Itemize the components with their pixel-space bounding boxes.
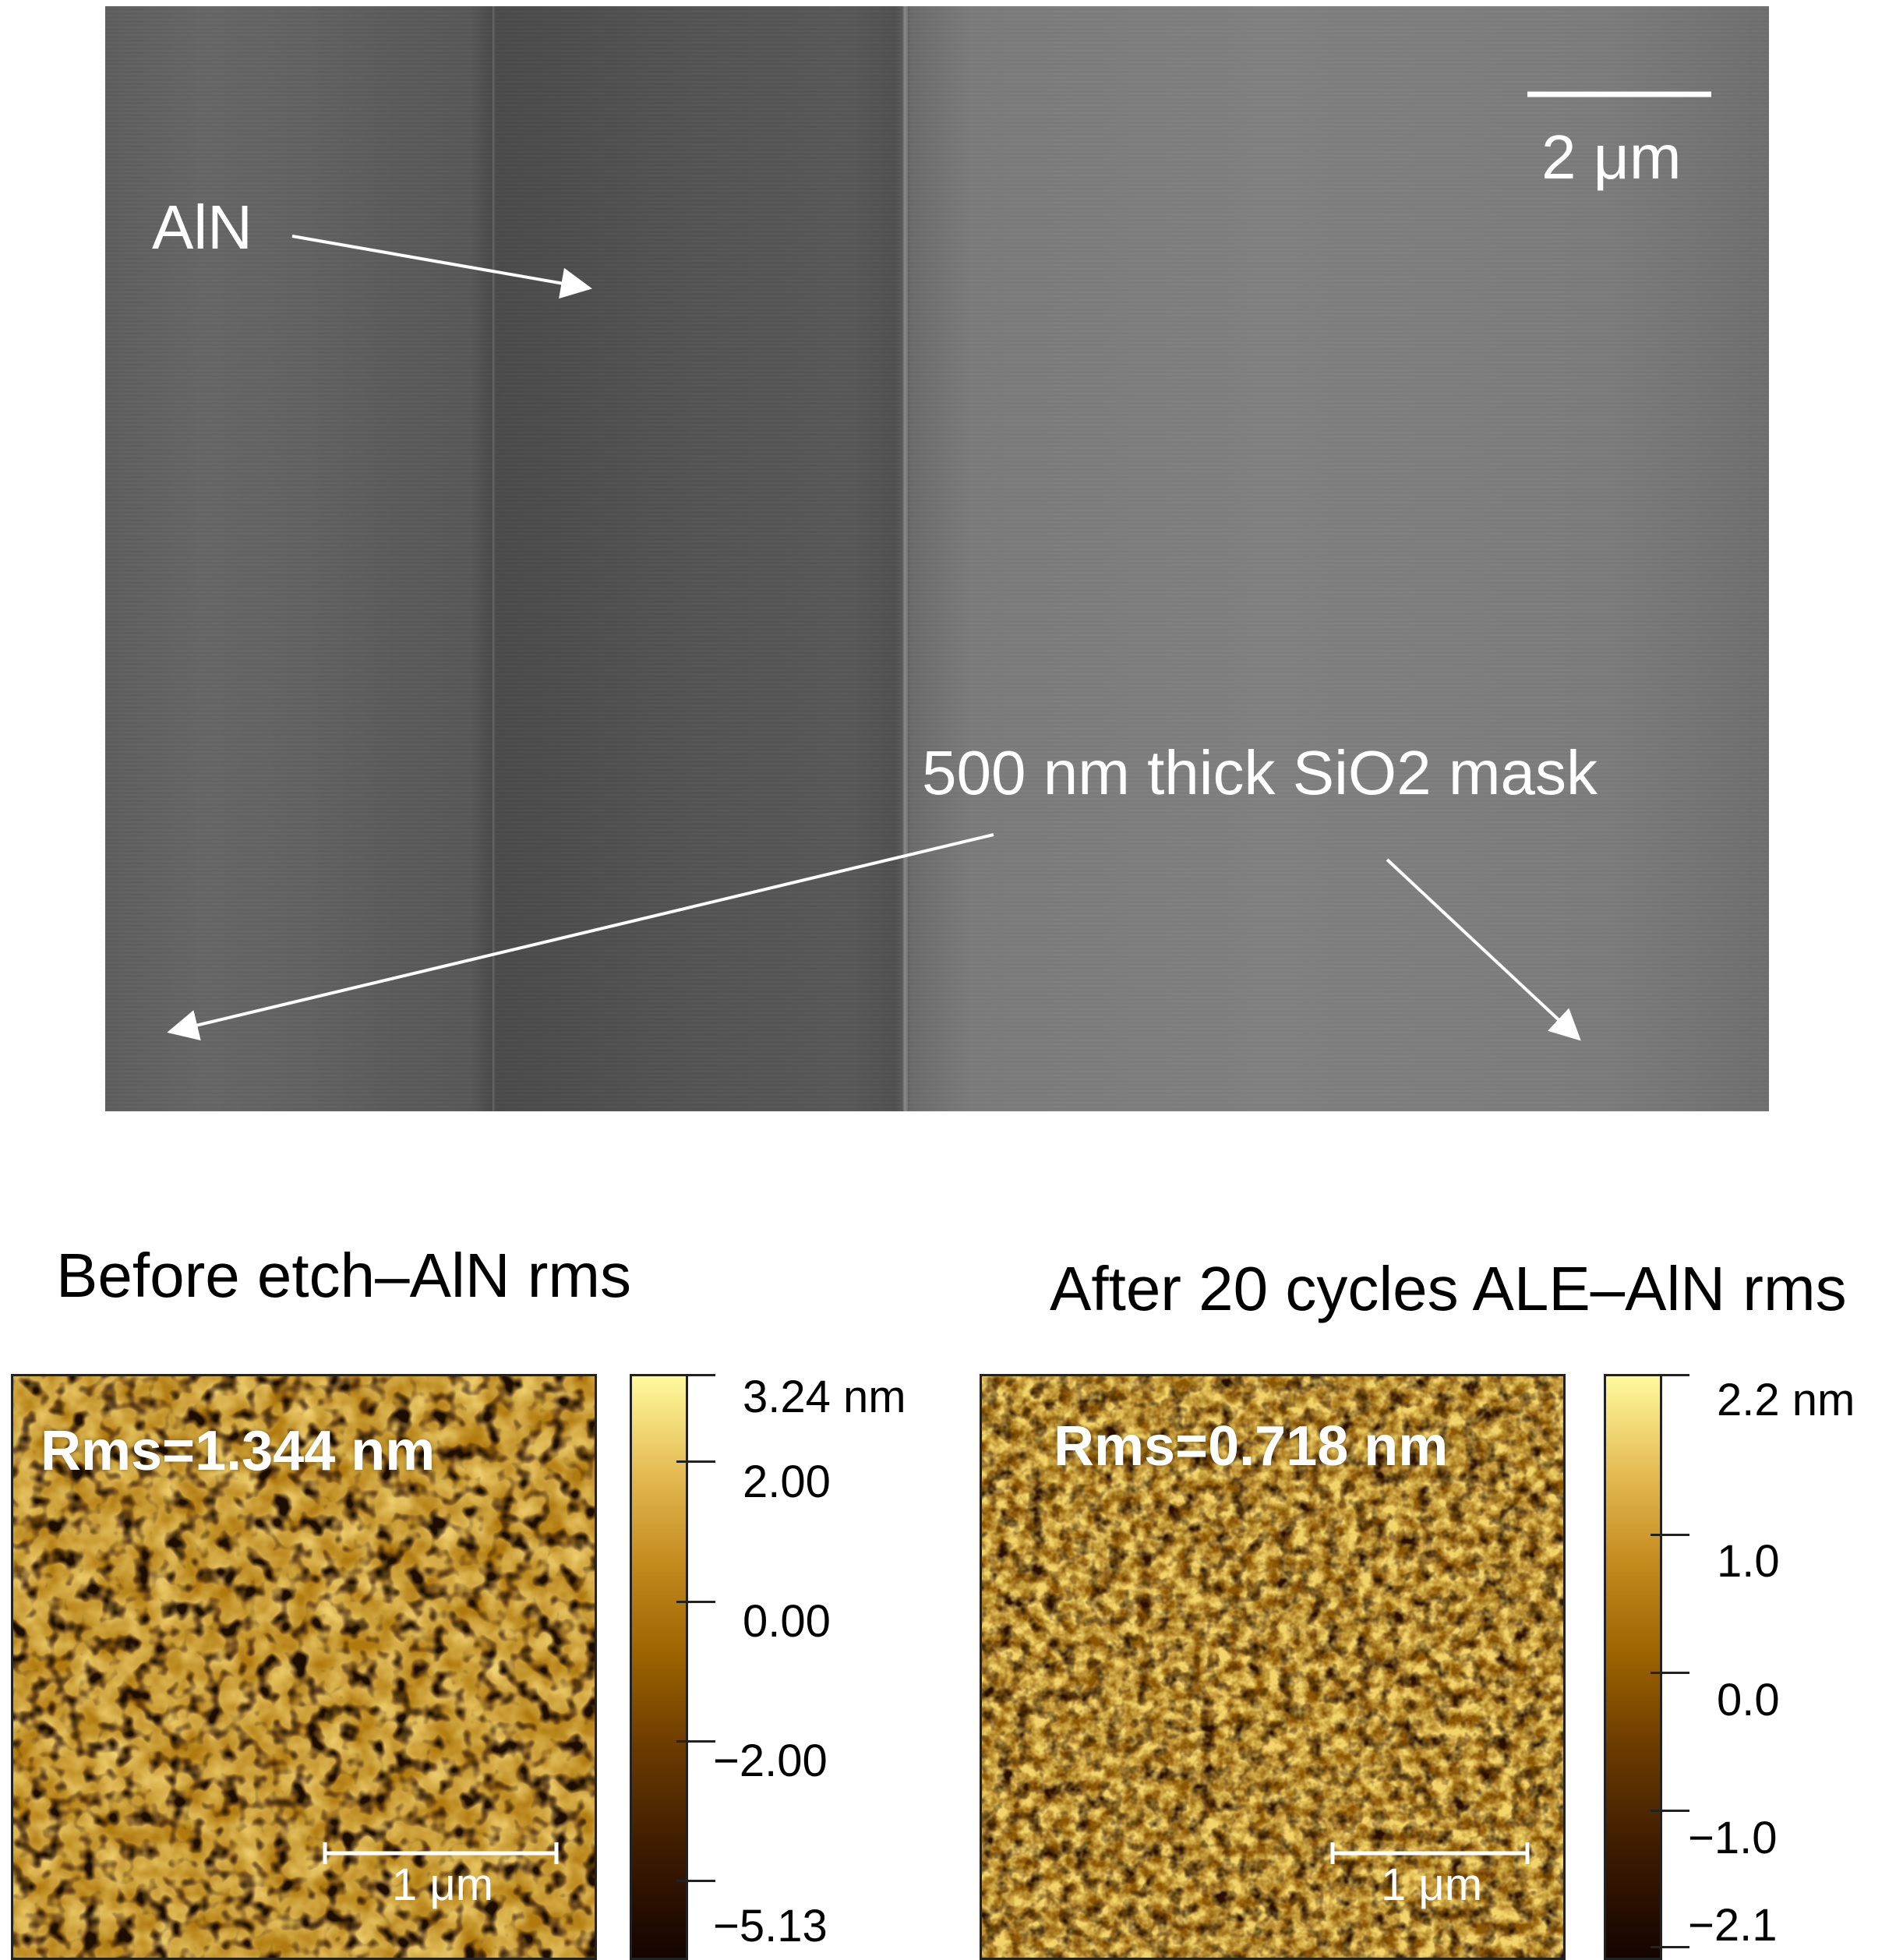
before-cb-tick <box>676 1601 715 1603</box>
after-cb-tick-max <box>1651 1374 1689 1376</box>
after-colorbar <box>1604 1374 1662 1960</box>
aln-step-edge <box>493 6 496 1111</box>
sem-annotations <box>167 235 1581 1041</box>
before-colorbar <box>630 1374 688 1960</box>
before-cb-tick <box>676 1880 715 1882</box>
mask-arrow-right <box>1386 858 1581 1041</box>
before-cb-tick-max <box>676 1374 715 1376</box>
mask-arrow-left <box>167 833 994 1041</box>
after-rms-label: Rms=0.718 nm <box>1054 1415 1449 1478</box>
before-cb-tick <box>676 1460 715 1463</box>
after-cb-min-label: −2.1 <box>1688 1900 1778 1951</box>
before-scalebar-label: 1 μm <box>392 1859 494 1910</box>
after-cb-max-label: 2.2 nm <box>1717 1375 1855 1425</box>
afm-before-image <box>11 1374 597 1960</box>
scan-lines <box>105 6 1769 1111</box>
after-cb-tick <box>1651 1534 1689 1536</box>
after-cb-tick-label: 1.0 <box>1717 1536 1780 1587</box>
after-scalebar-label: 1 μm <box>1381 1859 1483 1910</box>
after-cb-tick <box>1651 1672 1689 1674</box>
before-cb-tick-label: −2.00 <box>713 1736 828 1786</box>
aln-label: AlN <box>152 192 252 262</box>
after-cb-tick-label: −1.0 <box>1688 1813 1778 1863</box>
before-cb-min-label: −5.13 <box>713 1901 828 1951</box>
after-cb-tick <box>1651 1810 1689 1812</box>
aln-arrow <box>291 235 592 299</box>
after-panel-title: After 20 cycles ALE–AlN rms <box>1050 1254 1847 1323</box>
mask-step-edge <box>902 6 908 1111</box>
after-cb-tick-min <box>1651 1946 1689 1948</box>
before-cb-max-label: 3.24 nm <box>743 1372 906 1422</box>
sem-scalebar-label: 2 μm <box>1541 122 1682 192</box>
sem-micrograph <box>105 6 1769 1111</box>
after-cb-tick-label: 0.0 <box>1717 1675 1780 1725</box>
before-cb-tick-label: 0.00 <box>743 1596 831 1647</box>
afm-after-image <box>980 1374 1566 1960</box>
before-cb-tick <box>676 1740 715 1743</box>
before-panel-title: Before etch–AlN rms <box>56 1241 632 1310</box>
before-rms-label: Rms=1.344 nm <box>41 1420 436 1482</box>
mask-label: 500 nm thick SiO2 mask <box>922 738 1598 807</box>
before-cb-tick-label: 2.00 <box>743 1457 831 1507</box>
